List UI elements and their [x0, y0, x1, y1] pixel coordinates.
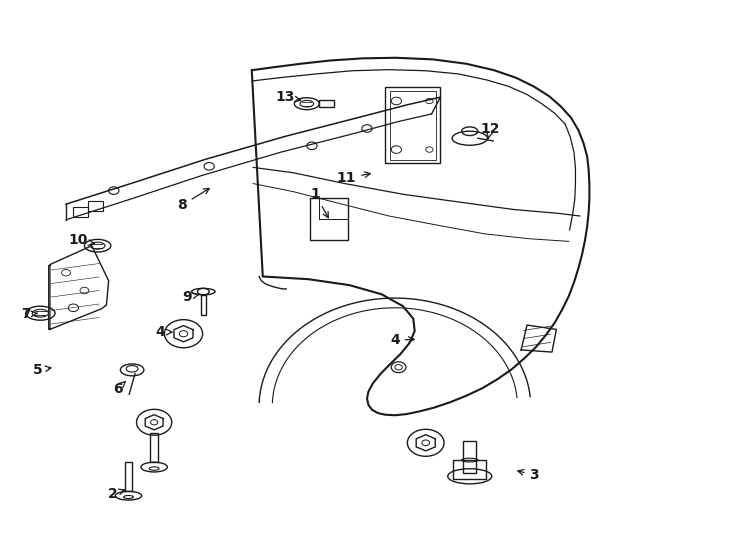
Bar — [150, 433, 158, 462]
Text: 13: 13 — [275, 90, 301, 104]
Text: 8: 8 — [177, 188, 209, 212]
Text: 2: 2 — [107, 487, 125, 501]
Bar — [463, 441, 476, 473]
Text: 4: 4 — [390, 333, 414, 347]
Text: 1: 1 — [310, 187, 328, 218]
Bar — [310, 198, 348, 240]
Bar — [88, 201, 103, 211]
Text: 11: 11 — [337, 171, 370, 185]
Bar — [319, 100, 334, 107]
Text: 4: 4 — [155, 325, 172, 339]
Bar — [73, 207, 88, 217]
Bar — [125, 462, 132, 491]
Bar — [454, 460, 487, 480]
Bar — [390, 91, 436, 160]
Text: 6: 6 — [112, 381, 126, 396]
Text: 9: 9 — [182, 290, 198, 304]
Text: 7: 7 — [21, 307, 37, 321]
Text: 3: 3 — [518, 468, 539, 482]
Bar — [201, 295, 206, 315]
Text: 5: 5 — [33, 363, 51, 377]
Bar — [385, 87, 440, 163]
Text: 12: 12 — [481, 122, 500, 138]
Text: 10: 10 — [69, 233, 94, 247]
